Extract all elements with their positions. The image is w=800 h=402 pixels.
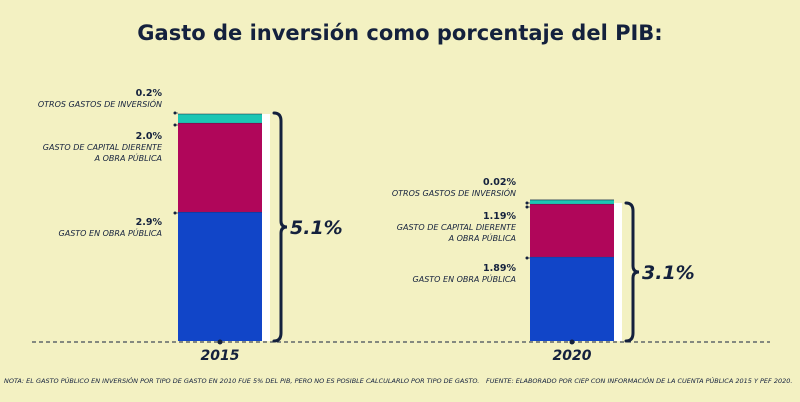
bar-segment <box>530 199 614 204</box>
year-tick <box>569 339 575 345</box>
year-label: 2015 <box>201 348 240 364</box>
bar-frame <box>262 114 270 341</box>
data-label: 2.9% <box>136 217 163 228</box>
series-label: GASTO DE CAPITAL DIERENTE <box>43 143 163 152</box>
data-label: 0.02% <box>483 177 516 188</box>
series-label: GASTO EN OBRA PÚBLICA <box>413 273 516 284</box>
chart-title: Gasto de inversión como porcentaje del P… <box>137 21 662 45</box>
bar-frame <box>614 203 622 341</box>
data-label: 0.2% <box>136 88 163 99</box>
bar-segment <box>530 256 614 341</box>
series-label: OTROS GASTOS DE INVERSIÓN <box>392 187 516 198</box>
data-label: 1.19% <box>483 211 516 222</box>
total-bracket <box>624 201 640 343</box>
year-tick <box>217 339 223 345</box>
series-label: OTROS GASTOS DE INVERSIÓN <box>38 98 162 109</box>
bar-segment <box>530 203 614 257</box>
footnote-note: NOTA: EL GASTO PÚBLICO EN INVERSIÓN POR … <box>4 376 479 385</box>
data-label: 2.0% <box>136 131 163 142</box>
series-label: GASTO EN OBRA PÚBLICA <box>59 227 162 238</box>
total-label: 5.1% <box>290 217 343 239</box>
bar-segment <box>178 211 262 341</box>
footnote-source: FUENTE: ELABORADO POR CIEP CON INFORMACI… <box>486 376 792 385</box>
series-label: A OBRA PÚBLICA <box>94 152 162 163</box>
bar-segment <box>178 122 262 212</box>
series-label: GASTO DE CAPITAL DIERENTE <box>397 223 517 232</box>
data-label: 1.89% <box>483 263 516 274</box>
year-label: 2020 <box>553 348 592 364</box>
total-label: 3.1% <box>642 262 695 284</box>
total-bracket <box>272 111 288 343</box>
series-label: A OBRA PÚBLICA <box>448 232 516 243</box>
bar-segment <box>178 114 262 123</box>
